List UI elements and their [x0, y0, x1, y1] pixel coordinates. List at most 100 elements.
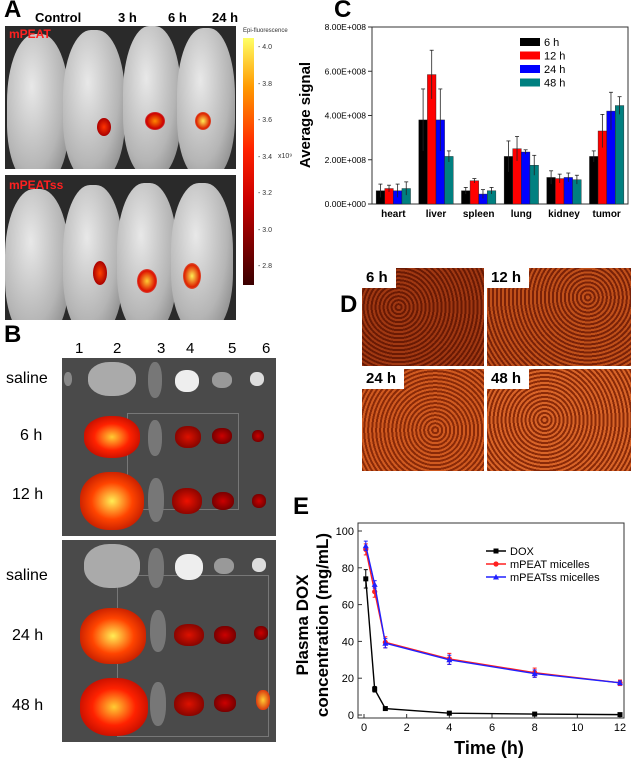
row-label-saline-2: saline	[6, 567, 48, 584]
y-tick-label: 40	[342, 636, 354, 648]
organs-image-top	[62, 358, 276, 536]
data-point	[446, 656, 453, 663]
column-label-6h: 6 h	[168, 10, 187, 25]
colorbar-tick-label: - 4.0	[258, 44, 273, 51]
micrograph-24h-label: 24 h	[362, 369, 405, 389]
row-label-24h: 24 h	[12, 627, 44, 644]
mpeat-label: mPEAT	[9, 27, 51, 41]
data-point	[371, 581, 378, 587]
data-point	[493, 548, 499, 554]
legend-label: 12 h	[544, 51, 565, 63]
colorbar-tick-label: - 3.8	[258, 80, 273, 88]
organ-col-4: 4	[186, 340, 195, 357]
data-point	[493, 574, 499, 580]
micrograph-24h: 24 h	[362, 369, 484, 471]
panel-e-label: E	[293, 493, 310, 520]
y-tick-label: 4.00E+008	[325, 111, 367, 121]
data-point	[372, 686, 378, 692]
data-point	[617, 712, 623, 718]
row-label-48h: 48 h	[12, 697, 44, 714]
y-tick-label: 0	[348, 710, 354, 722]
mpeatss-mice-image: mPEATss	[5, 175, 236, 320]
legend-swatch	[520, 78, 540, 87]
bar	[589, 156, 599, 205]
row-label-12h: 12 h	[12, 486, 44, 503]
x-tick-label: liver	[426, 209, 447, 220]
legend-label: 24 h	[544, 64, 565, 76]
legend-label: mPEAT micelles	[510, 559, 590, 571]
colorbar-tick-label: - 3.2	[258, 190, 273, 197]
x-tick-label: heart	[381, 209, 406, 220]
legend-swatch	[520, 65, 540, 73]
legend-label: DOX	[510, 546, 535, 558]
panel-c-label: C	[334, 0, 352, 23]
series-line	[365, 578, 621, 716]
organ-col-1: 1	[75, 340, 84, 357]
x-tick-label: 8	[532, 722, 538, 734]
micrograph-6h-label: 6 h	[362, 268, 396, 288]
x-tick-label: spleen	[463, 209, 495, 220]
x-tick-label: 10	[571, 722, 583, 734]
x-axis-label: Time (h)	[454, 738, 524, 758]
y-axis-label: Average signal	[297, 62, 314, 168]
micrograph-12h-label: 12 h	[487, 268, 530, 288]
y-tick-label: 2.00E+008	[325, 155, 367, 165]
colorbar-tick-label: - 2.8	[258, 263, 273, 270]
column-label-3h: 3 h	[118, 10, 137, 25]
organ-col-6: 6	[262, 340, 271, 357]
legend-label: 48 h	[544, 78, 565, 90]
colorbar-unit: x10⁹	[278, 153, 293, 160]
x-tick-label: 12	[614, 722, 626, 734]
mpeatss-label: mPEATss	[9, 178, 64, 192]
bar	[469, 180, 479, 205]
data-point	[446, 710, 452, 716]
micrograph-12h: 12 h	[487, 268, 631, 366]
panel-a-label: A	[4, 0, 22, 23]
y-tick-label: 100	[336, 526, 354, 538]
line-chart-plasma-dox: 0 2 4 6 8 10 12 0 20 40 60 80 100 Time (h) Plasma DOXc…	[293, 522, 626, 758]
y-tick-label: 60	[342, 600, 354, 612]
column-label-24h: 24 h	[212, 10, 239, 25]
data-point	[363, 576, 369, 582]
organ-col-3: 3	[157, 340, 166, 357]
colorbar-tick-label: - 3.6	[258, 117, 273, 124]
organ-col-2: 2	[113, 340, 122, 357]
x-tick-label: 2	[404, 722, 410, 734]
data-point	[362, 542, 369, 549]
y-tick-label: 8.00E+008	[325, 22, 367, 32]
data-point	[532, 711, 538, 717]
y-tick-label: 6.00E+008	[325, 66, 367, 76]
x-tick-label: tumor	[592, 209, 620, 220]
organs-image-bottom	[62, 540, 276, 742]
micrograph-48h-label: 48 h	[487, 369, 530, 389]
legend-swatch	[520, 38, 540, 46]
column-label-control: Control	[35, 10, 82, 25]
bar-chart-average-signal: 0.00E+000 2.00E+008 4.00E+008 6.00E+008 8.00…	[297, 22, 629, 220]
x-tick-label: 0	[361, 722, 367, 734]
x-tick-label: 6	[489, 722, 495, 734]
panel-d-label: D	[340, 291, 358, 318]
y-tick-label: 20	[342, 673, 354, 685]
plot-frame	[357, 522, 625, 719]
y-tick-label: 0.00E+000	[325, 199, 367, 209]
legend-swatch	[520, 51, 540, 60]
panel-b-label: B	[4, 321, 22, 348]
y-tick-label: 80	[342, 563, 354, 575]
bar	[521, 151, 531, 205]
micrograph-48h: 48 h	[487, 369, 631, 471]
micrograph-6h: 6 h	[362, 268, 484, 366]
data-point	[382, 706, 388, 712]
legend-label: 6 h	[544, 37, 559, 49]
bar	[615, 105, 625, 205]
data-point	[493, 561, 499, 567]
x-tick-label: 4	[446, 722, 452, 734]
row-label-6h: 6 h	[20, 427, 43, 444]
organ-col-5: 5	[228, 340, 237, 357]
data-point	[617, 679, 623, 686]
data-point	[382, 640, 389, 646]
colorbar-title: Epi-fluorescence	[243, 28, 288, 34]
data-point	[531, 670, 538, 677]
legend-label: mPEATss micelles	[510, 572, 600, 584]
colorbar-tick-label: - 3.0	[258, 226, 273, 234]
